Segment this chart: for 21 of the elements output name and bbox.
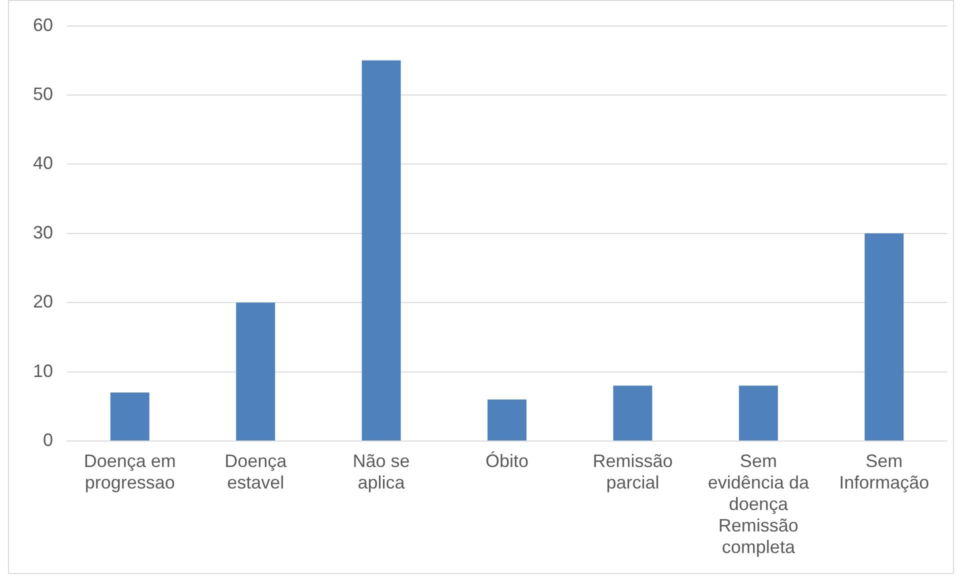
bar bbox=[864, 233, 904, 440]
x-tick-label: Remissão parcial bbox=[592, 450, 673, 492]
x-tick-label: Sem Informação bbox=[839, 450, 930, 492]
x-tick-label: Sem evidência da doença Remissão completa bbox=[708, 450, 810, 558]
bar bbox=[110, 392, 150, 440]
y-tick-label: 50 bbox=[32, 84, 54, 104]
bar bbox=[613, 386, 652, 440]
y-tick-label: 60 bbox=[32, 14, 54, 35]
x-tick-label: Não se aplica bbox=[352, 450, 410, 492]
bar bbox=[362, 60, 401, 440]
y-tick-label: 30 bbox=[32, 222, 54, 242]
y-tick-label: 40 bbox=[32, 153, 54, 174]
y-tick-label: 10 bbox=[32, 360, 54, 381]
x-tick-label: Doença estavel bbox=[224, 450, 288, 492]
bar bbox=[488, 399, 526, 440]
y-tick-label: 20 bbox=[32, 292, 54, 312]
x-tick-label: Doença em progressao bbox=[84, 450, 176, 492]
bar bbox=[738, 386, 778, 440]
bar bbox=[236, 302, 276, 440]
x-tick-label: Óbito bbox=[485, 450, 529, 471]
y-tick-label: 0 bbox=[43, 430, 54, 450]
